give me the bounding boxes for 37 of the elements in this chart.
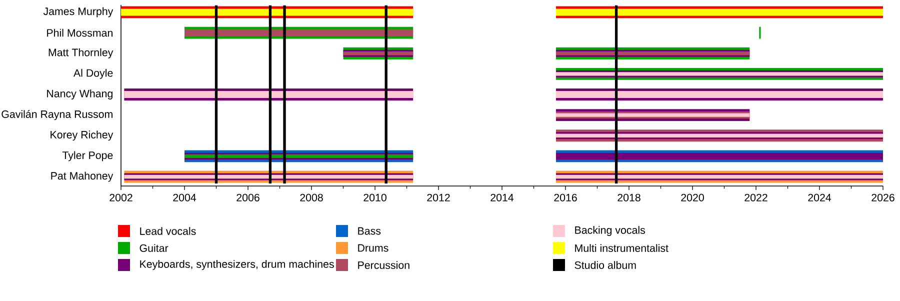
legend-label: Drums: [358, 244, 388, 252]
y-tick-label: James Murphy: [43, 7, 114, 18]
legend-label: Bass: [358, 227, 381, 235]
x-tick-label: 2008: [300, 194, 323, 202]
y-tick-label: Al Doyle: [73, 68, 113, 79]
bar: [556, 152, 883, 160]
bar: [184, 29, 414, 36]
x-tick-label: 2006: [236, 194, 260, 202]
legend-label: Backing vocals: [575, 226, 646, 236]
bar: [121, 8, 414, 16]
bar: [124, 90, 414, 98]
x-tick-label: 2020: [681, 194, 704, 202]
bar: [556, 8, 883, 16]
x-tick-label: 2016: [554, 194, 577, 202]
x-tick-label: 2002: [110, 194, 132, 202]
y-tick-label: Pat Mahoney: [51, 172, 114, 182]
legend-label: Multi instrumentalist: [575, 244, 668, 252]
legend-label: Guitar: [140, 244, 168, 252]
legend-label: Studio album: [574, 261, 636, 269]
y-tick-label: Matt Thornley: [48, 48, 114, 58]
y-tick-label: Phil Mossman: [47, 28, 112, 37]
x-tick-label: 2014: [490, 194, 514, 202]
bar: [556, 90, 883, 98]
legend-label: Lead vocals: [140, 227, 196, 235]
legend-label: Percussion: [358, 261, 410, 269]
x-tick-label: 2012: [427, 194, 450, 202]
legend-label: Keyboards, synthesizers, drum machines: [140, 260, 334, 270]
x-tick-label: 2024: [808, 194, 832, 202]
x-tick-label: 2018: [618, 194, 640, 202]
y-tick-label: Gavilán Rayna Russom: [2, 110, 112, 120]
y-tick-label: Tyler Pope: [62, 151, 113, 162]
x-tick-label: 2022: [744, 194, 768, 202]
y-tick-label: Korey Richey: [50, 130, 114, 141]
x-tick-label: 2010: [364, 194, 386, 202]
y-tick-label: Nancy Whang: [47, 90, 112, 100]
x-tick-label: 2004: [173, 194, 196, 202]
x-tick-label: 2026: [872, 194, 894, 202]
